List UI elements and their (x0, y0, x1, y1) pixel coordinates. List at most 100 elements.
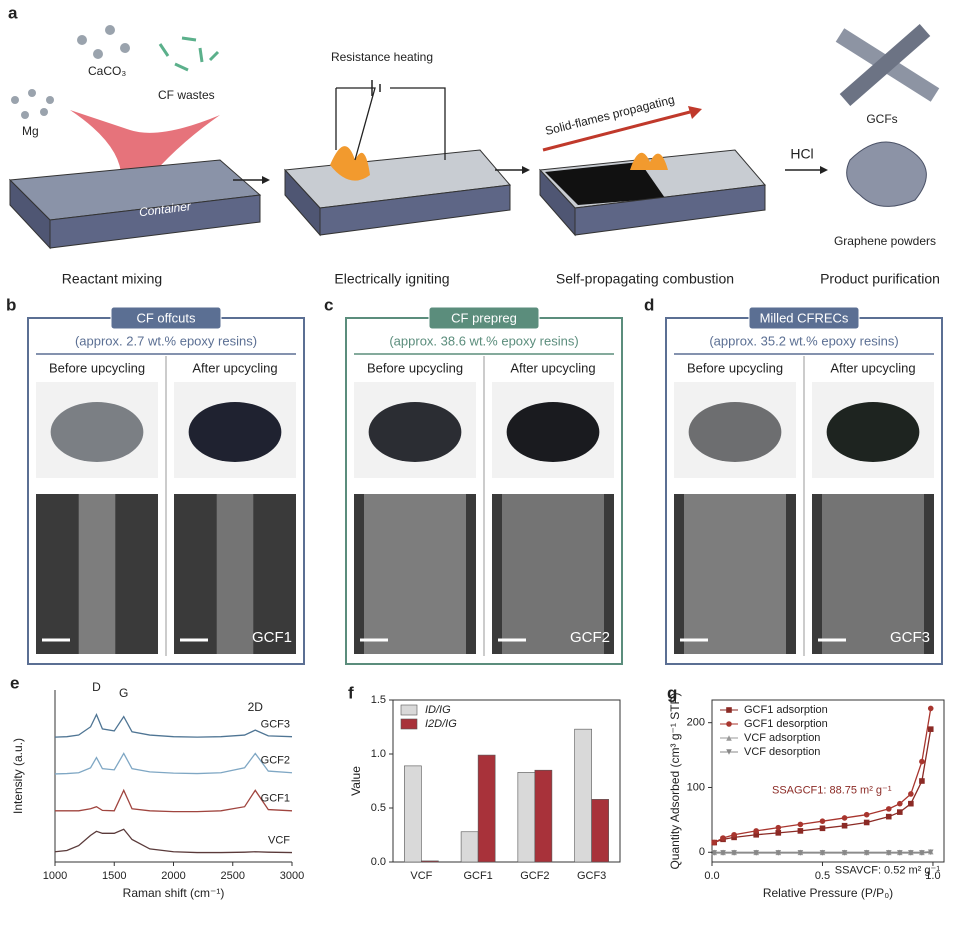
marker (908, 791, 914, 797)
y-axis-title: Intensity (a.u.) (11, 738, 25, 814)
panel-letter: g (667, 683, 677, 702)
container-3 (538, 106, 766, 237)
sample-panels: b CF offcuts (approx. 2.7 wt.% epoxy resin… (6, 295, 943, 665)
marker (753, 850, 759, 856)
marker (819, 818, 826, 824)
label-cf-wastes: CF wastes (158, 88, 215, 102)
before-label: Before upcycling (49, 360, 145, 375)
arrowhead (262, 176, 270, 184)
annotation: SSAVCF: 0.52 m² g⁻¹ (835, 864, 941, 876)
panel-letter: a (8, 3, 18, 22)
arrowhead (820, 166, 828, 174)
peak-label: D (92, 680, 101, 694)
marker (726, 749, 732, 755)
sample-label: GCF1 (252, 629, 292, 646)
resin-label: (approx. 38.6 wt.% epoxy resins) (389, 333, 578, 348)
sample-photo (506, 402, 600, 462)
sem-texture (684, 494, 786, 654)
sem-texture (216, 494, 254, 654)
marker (819, 825, 826, 832)
series-line (714, 851, 931, 854)
series-label: GCF1 (261, 793, 290, 805)
bar (477, 754, 496, 863)
marker (908, 850, 914, 856)
y-tick-label: 200 (687, 717, 705, 729)
marker (720, 850, 726, 856)
legend-label: ID/IG (425, 704, 451, 716)
marker (885, 813, 892, 820)
fibers (158, 36, 220, 72)
legend-swatch (400, 718, 418, 730)
sample-photo (188, 402, 282, 462)
series-line (54, 752, 293, 775)
sem-texture (78, 494, 116, 654)
x-tick-label: 3000 (280, 870, 304, 882)
marker (863, 850, 870, 856)
marker (885, 850, 892, 856)
bar (534, 769, 553, 863)
label-graphene: Graphene powders (834, 234, 936, 248)
after-label: After upcycling (510, 360, 595, 375)
marker (885, 806, 892, 812)
sem-texture (822, 494, 924, 654)
series-label: GCF3 (261, 719, 290, 731)
marker (897, 809, 903, 815)
label-gcfs: GCFs (866, 112, 897, 126)
x-tick-label: 2000 (161, 870, 185, 882)
bar (460, 831, 479, 863)
container-2 (283, 80, 511, 237)
marker (841, 822, 848, 829)
panel-letter: c (324, 295, 333, 314)
label-caco3: CaCO₃ (88, 64, 126, 78)
marker (720, 835, 726, 841)
sample-photo (50, 402, 144, 462)
sample-photo (826, 402, 920, 462)
marker (775, 830, 782, 836)
bar (591, 799, 609, 863)
step-label: Electrically igniting (334, 271, 449, 287)
resin-label: (approx. 35.2 wt.% epoxy resins) (709, 333, 898, 348)
marker (753, 831, 759, 838)
marker (731, 850, 737, 856)
marker (797, 821, 804, 828)
panel-letter: b (6, 295, 16, 314)
marker (927, 726, 934, 732)
container-1: Container (8, 159, 262, 250)
x-tick-label: 1500 (102, 870, 126, 882)
plot-frame (392, 699, 621, 863)
marker (711, 850, 718, 856)
sample-photo (688, 402, 782, 462)
particles (11, 25, 130, 119)
legend-label: VCF adsorption (744, 732, 820, 744)
legend-label: GCF1 desorption (744, 718, 828, 730)
series-label: GCF2 (261, 755, 290, 767)
y-tick-label: 100 (687, 781, 705, 793)
peak-label: G (119, 686, 128, 700)
marker (775, 824, 782, 831)
legend-label: I2D/IG (425, 718, 457, 730)
arrowhead (522, 166, 530, 174)
y-tick-label: 0.0 (371, 856, 386, 868)
marker (863, 819, 870, 826)
x-tick-label: 0.5 (815, 870, 830, 882)
marker (731, 831, 737, 838)
x-tick-label: GCF3 (577, 870, 606, 882)
series-line (55, 788, 293, 813)
marker (908, 800, 914, 807)
x-tick-label: 1000 (43, 870, 67, 882)
peak-label: 2D (248, 700, 264, 714)
marker (726, 707, 732, 713)
x-tick-label: VCF (410, 870, 432, 882)
legend-label: VCF desorption (744, 746, 820, 758)
marker (797, 828, 804, 834)
marker (919, 850, 925, 856)
x-tick-label: 2500 (221, 870, 245, 882)
legend-label: GCF1 adsorption (744, 704, 828, 716)
sample-label: GCF3 (890, 629, 930, 646)
series-line (54, 828, 293, 854)
before-label: Before upcycling (687, 360, 783, 375)
legend-swatch (400, 704, 418, 716)
marker (841, 815, 848, 821)
x-tick-label: GCF1 (463, 870, 492, 882)
source-tag (428, 306, 540, 330)
